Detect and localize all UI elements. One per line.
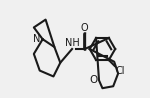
Text: N: N — [33, 34, 41, 44]
Text: O: O — [81, 23, 89, 33]
Text: O: O — [89, 75, 98, 85]
Text: Cl: Cl — [115, 66, 125, 76]
Text: NH: NH — [65, 38, 80, 48]
